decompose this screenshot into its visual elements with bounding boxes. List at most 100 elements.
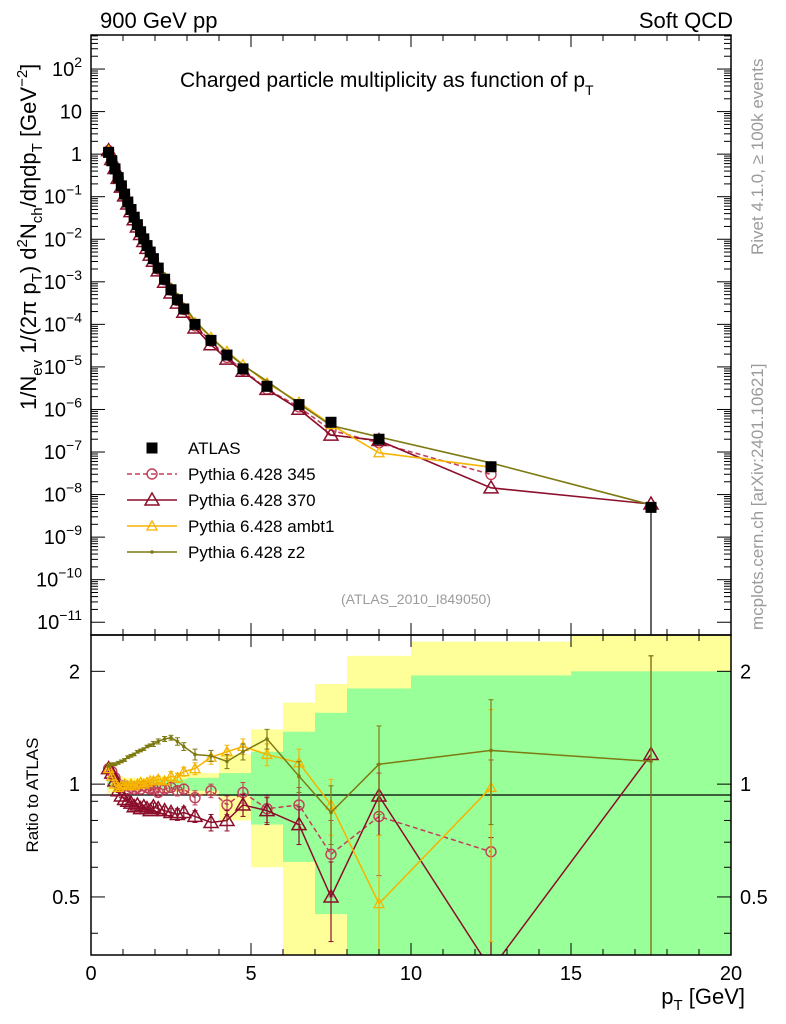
ratio-point-ambt1 (177, 765, 190, 777)
ratio-tick-label: 2 (69, 661, 80, 683)
main-line-p345 (107, 150, 492, 476)
main-frame (90, 34, 732, 636)
atlas-point (325, 416, 337, 428)
ratio-point-z2 (265, 737, 269, 741)
ratio-point-ambt1 (102, 762, 115, 774)
ratio-point-p370 (322, 888, 340, 903)
ratio-point-ambt1 (152, 772, 165, 784)
atlas-point (112, 172, 124, 184)
ratio-point-z2 (182, 744, 186, 749)
atlas-point (138, 233, 150, 245)
ratio-tick-label: 0.5 (52, 887, 80, 909)
ratio-point-z2 (209, 754, 213, 758)
source-label: mcplots.cern.ch [arXiv:2401.10621] (748, 364, 767, 630)
ratio-point-p370 (175, 804, 193, 819)
legend-marker-z2 (150, 550, 154, 554)
chart-title-sub: T (585, 82, 594, 98)
ratio-point-p370 (135, 798, 153, 813)
ratio-point-z2 (151, 742, 156, 746)
legend-item-ambt1: Pythia 6.428 ambt1 (127, 517, 334, 536)
ratio-point-z2 (162, 737, 167, 741)
y-tick-label: 102 (52, 54, 82, 81)
legend-item-data: ATLAS (146, 439, 241, 458)
ratio-point-z2 (156, 739, 160, 744)
main-series-ambt1 (102, 144, 498, 472)
chart-title: Charged particle multiplicity as functio… (180, 69, 594, 98)
ratio-point-p370 (186, 807, 204, 823)
ratio-point-p370 (145, 798, 162, 813)
atlas-point (144, 246, 156, 258)
ratio-point-ambt1 (147, 774, 160, 786)
atlas-point (205, 334, 217, 346)
y-tick-label: 10−10 (36, 565, 82, 592)
ratio-point-ambt1 (188, 762, 202, 774)
x-tick-label: 10 (400, 963, 422, 985)
ratio-point-p370 (290, 816, 308, 831)
atlas-point (122, 196, 134, 208)
atlas-point (261, 380, 273, 392)
ratio-point-z2 (138, 748, 143, 753)
x-tick-label: 0 (85, 963, 96, 985)
y-tick-label: 10−7 (44, 437, 82, 464)
ratio-point-z2 (169, 735, 173, 740)
ratio-point-p370 (138, 800, 156, 815)
atlas-point (135, 226, 147, 238)
atlas-point (103, 146, 115, 158)
legend-item-p370: Pythia 6.428 370 (127, 491, 316, 510)
ratio-point-p370 (169, 805, 186, 821)
atlas-point (152, 262, 164, 274)
ratio-point-z2 (241, 749, 245, 754)
legend-marker-ambt1 (145, 519, 159, 531)
atlas-point (221, 349, 233, 361)
ratio-point-z2 (126, 755, 130, 759)
main-point-p370 (482, 479, 500, 494)
y-tick-label: 10−3 (44, 267, 82, 294)
ratio-point-z2 (116, 761, 120, 765)
ratio-point-p370 (484, 963, 498, 975)
ratio-point-p370 (234, 796, 252, 811)
ratio-point-p345 (178, 783, 190, 795)
ratio-point-p370 (116, 790, 133, 806)
ratio-bands (107, 635, 731, 955)
x-axis-label: pT [GeV] (661, 984, 745, 1014)
ratio-point-p370 (218, 811, 236, 827)
ratio-point-p345 (221, 799, 233, 811)
rivet-label: Rivet 4.1.0, ≥ 100k events (748, 59, 767, 255)
atlas-point (159, 273, 171, 285)
ratio-point-ambt1 (164, 769, 178, 781)
ratio-series (100, 655, 660, 975)
atlas-point (115, 180, 127, 192)
main-point-p370 (322, 426, 340, 441)
ratio-point-z2 (145, 744, 149, 749)
ratio-point-z2 (377, 762, 381, 767)
main-series (100, 142, 660, 635)
ratio-point-z2 (135, 749, 140, 754)
main-series-atlas (103, 146, 657, 635)
ratio-point-ambt1 (372, 897, 386, 909)
y-tick-label: 1 (71, 144, 82, 166)
ratio-point-z2 (297, 774, 301, 778)
atlas-point (485, 461, 497, 473)
ratio-y-label: Ratio to ATLAS (23, 738, 42, 853)
atlas-point (171, 294, 183, 306)
ratio-tick-label: 1 (69, 774, 80, 796)
atlas-point (147, 253, 159, 265)
ratio-point-p345 (171, 785, 184, 797)
ratio-point-ambt1 (171, 771, 184, 783)
main-series-p370 (100, 142, 660, 510)
atlas-point (141, 240, 153, 252)
ratio-point-p345 (325, 848, 337, 860)
y-tick-label: 10−11 (37, 607, 82, 634)
ratio-series-z2 (106, 655, 654, 955)
ratio-point-z2 (225, 759, 229, 764)
ratio-point-z2 (110, 762, 114, 767)
atlas-point (189, 318, 201, 330)
ratio-point-p370 (119, 792, 137, 808)
legend-label-ambt1: Pythia 6.428 ambt1 (188, 517, 334, 536)
ratio-point-p345 (205, 785, 217, 797)
legend-label-p370: Pythia 6.428 370 (188, 491, 316, 510)
atlas-point (645, 501, 657, 513)
legend: ATLAS Pythia 6.428 345 Pythia 6.428 370 Pyt… (127, 439, 334, 562)
atlas-point (119, 188, 131, 200)
